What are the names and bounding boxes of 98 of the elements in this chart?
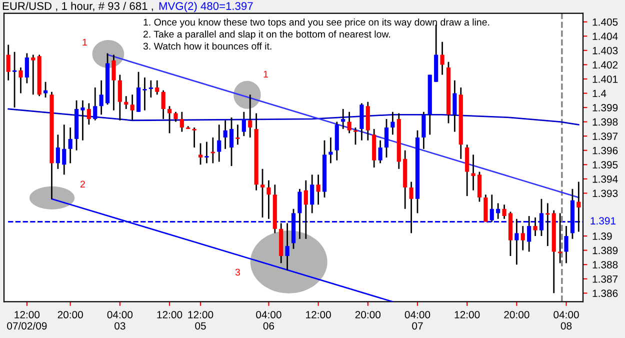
candlestick [409,181,414,234]
line-series [8,108,580,126]
candlestick [520,225,525,251]
candlestick [316,174,320,206]
annotation: 3 [235,268,240,276]
candlestick [390,111,395,136]
candlestick [43,81,48,98]
candlestick [260,168,265,218]
candlestick [31,54,36,96]
annotation: 3. Watch how it bounces off it. [143,42,272,50]
candlestick [155,80,160,96]
candlestick [384,118,389,158]
candlestick [533,216,538,237]
candlestick [304,180,308,240]
candlestick [564,225,568,264]
y-tick-label: 1.399 [592,104,618,112]
x-tick-label: 12:00 [157,311,182,318]
annotation: 2. Take a parallel and slap it on the bottom of nearest low. [143,30,390,40]
x-tick-label: 04:00 06 [256,311,282,330]
x-tick-label: 20:00 [355,311,381,318]
candlestick [118,74,122,122]
y-tick-label: 1.4 [592,90,606,98]
y-tick-label: 1.387 [592,275,618,283]
candlestick [341,108,346,130]
y-tick-label: 1.397 [592,132,618,140]
candlestick [496,202,500,220]
ref-line-label: 1.391 [590,217,616,225]
y-tick-label: 1.401 [592,75,618,83]
candlestick [217,124,222,162]
annotation: 1 [264,70,268,78]
candlestick [93,86,98,122]
candlestick [204,141,209,164]
y-tick-label: 1.402 [592,61,618,69]
chart-subtitle: MVG(2) 480=1.397 [159,2,253,12]
y-tick-label: 1.388 [592,261,618,268]
candlestick [174,111,178,122]
candlestick [56,134,60,170]
candlestick [86,102,91,126]
x-tick-label: 12:00 [454,311,480,318]
x-tick-label: 12:00 [306,311,331,318]
y-tick-label: 1.394 [592,175,618,183]
candlestick [223,120,228,150]
candlestick [6,44,10,82]
candlestick [112,54,116,112]
y-tick-label: 1.398 [592,118,618,126]
candlestick [80,100,85,142]
y-tick-label: 1.405 [592,18,618,26]
annotation: 2 [80,180,85,188]
y-tick-label: 1.404 [592,32,618,40]
x-tick-label: 04:00 07 [404,311,430,330]
candlestick [266,180,271,220]
y-tick-label: 1.395 [592,161,618,169]
candlestick [502,204,506,220]
candlestick [242,111,246,137]
y-tick-label: 1.386 [592,290,618,298]
y-tick-label: 1.39 [592,232,612,240]
candlestick [347,111,352,134]
candlestick [148,80,153,98]
candlestick [180,111,184,132]
candlestick [68,126,72,164]
candlestick [24,52,29,84]
chart-title: EUR/USD , 1 hour, # 93 / 681 , [2,2,153,12]
x-tick-label: 12:00 05 [188,311,214,330]
candlestick [248,94,252,138]
candlestick [167,105,172,134]
annotation: 1. Once you know these two tops and you see price on its way down draw a line. [144,18,490,28]
x-tick-label: 12:00 07/02/09 [7,311,47,330]
candlestick [576,181,581,232]
candlestick [18,66,23,94]
annotation: 1 [82,38,87,46]
candlestick [12,51,17,108]
candlestick [130,94,134,122]
candlestick [353,126,358,146]
x-tick-label: 04:00 08 [554,311,579,330]
y-tick-label: 1.389 [592,246,618,254]
candlestick [198,142,203,166]
x-tick-label: 20:00 [504,311,530,318]
candlestick [471,154,476,192]
y-tick-label: 1.393 [592,190,618,198]
candlestick [236,124,240,146]
y-tick-label: 1.396 [592,146,618,154]
candlestick [229,116,234,167]
candlestick [440,41,444,76]
candlestick [161,90,166,120]
candlestick [452,80,457,132]
candlestick [192,126,196,148]
y-tick-label: 1.403 [592,46,618,54]
candlestick [310,174,314,214]
candlestick [378,140,382,164]
candlestick [422,111,426,150]
candlestick [285,222,290,271]
candlestick [99,80,104,116]
candlestick [546,202,550,247]
x-tick-label: 20:00 [58,311,83,318]
candlestick [142,76,147,112]
candlestick [477,171,482,202]
candlestick [62,124,66,176]
x-tick-label: 04:00 03 [107,311,133,330]
